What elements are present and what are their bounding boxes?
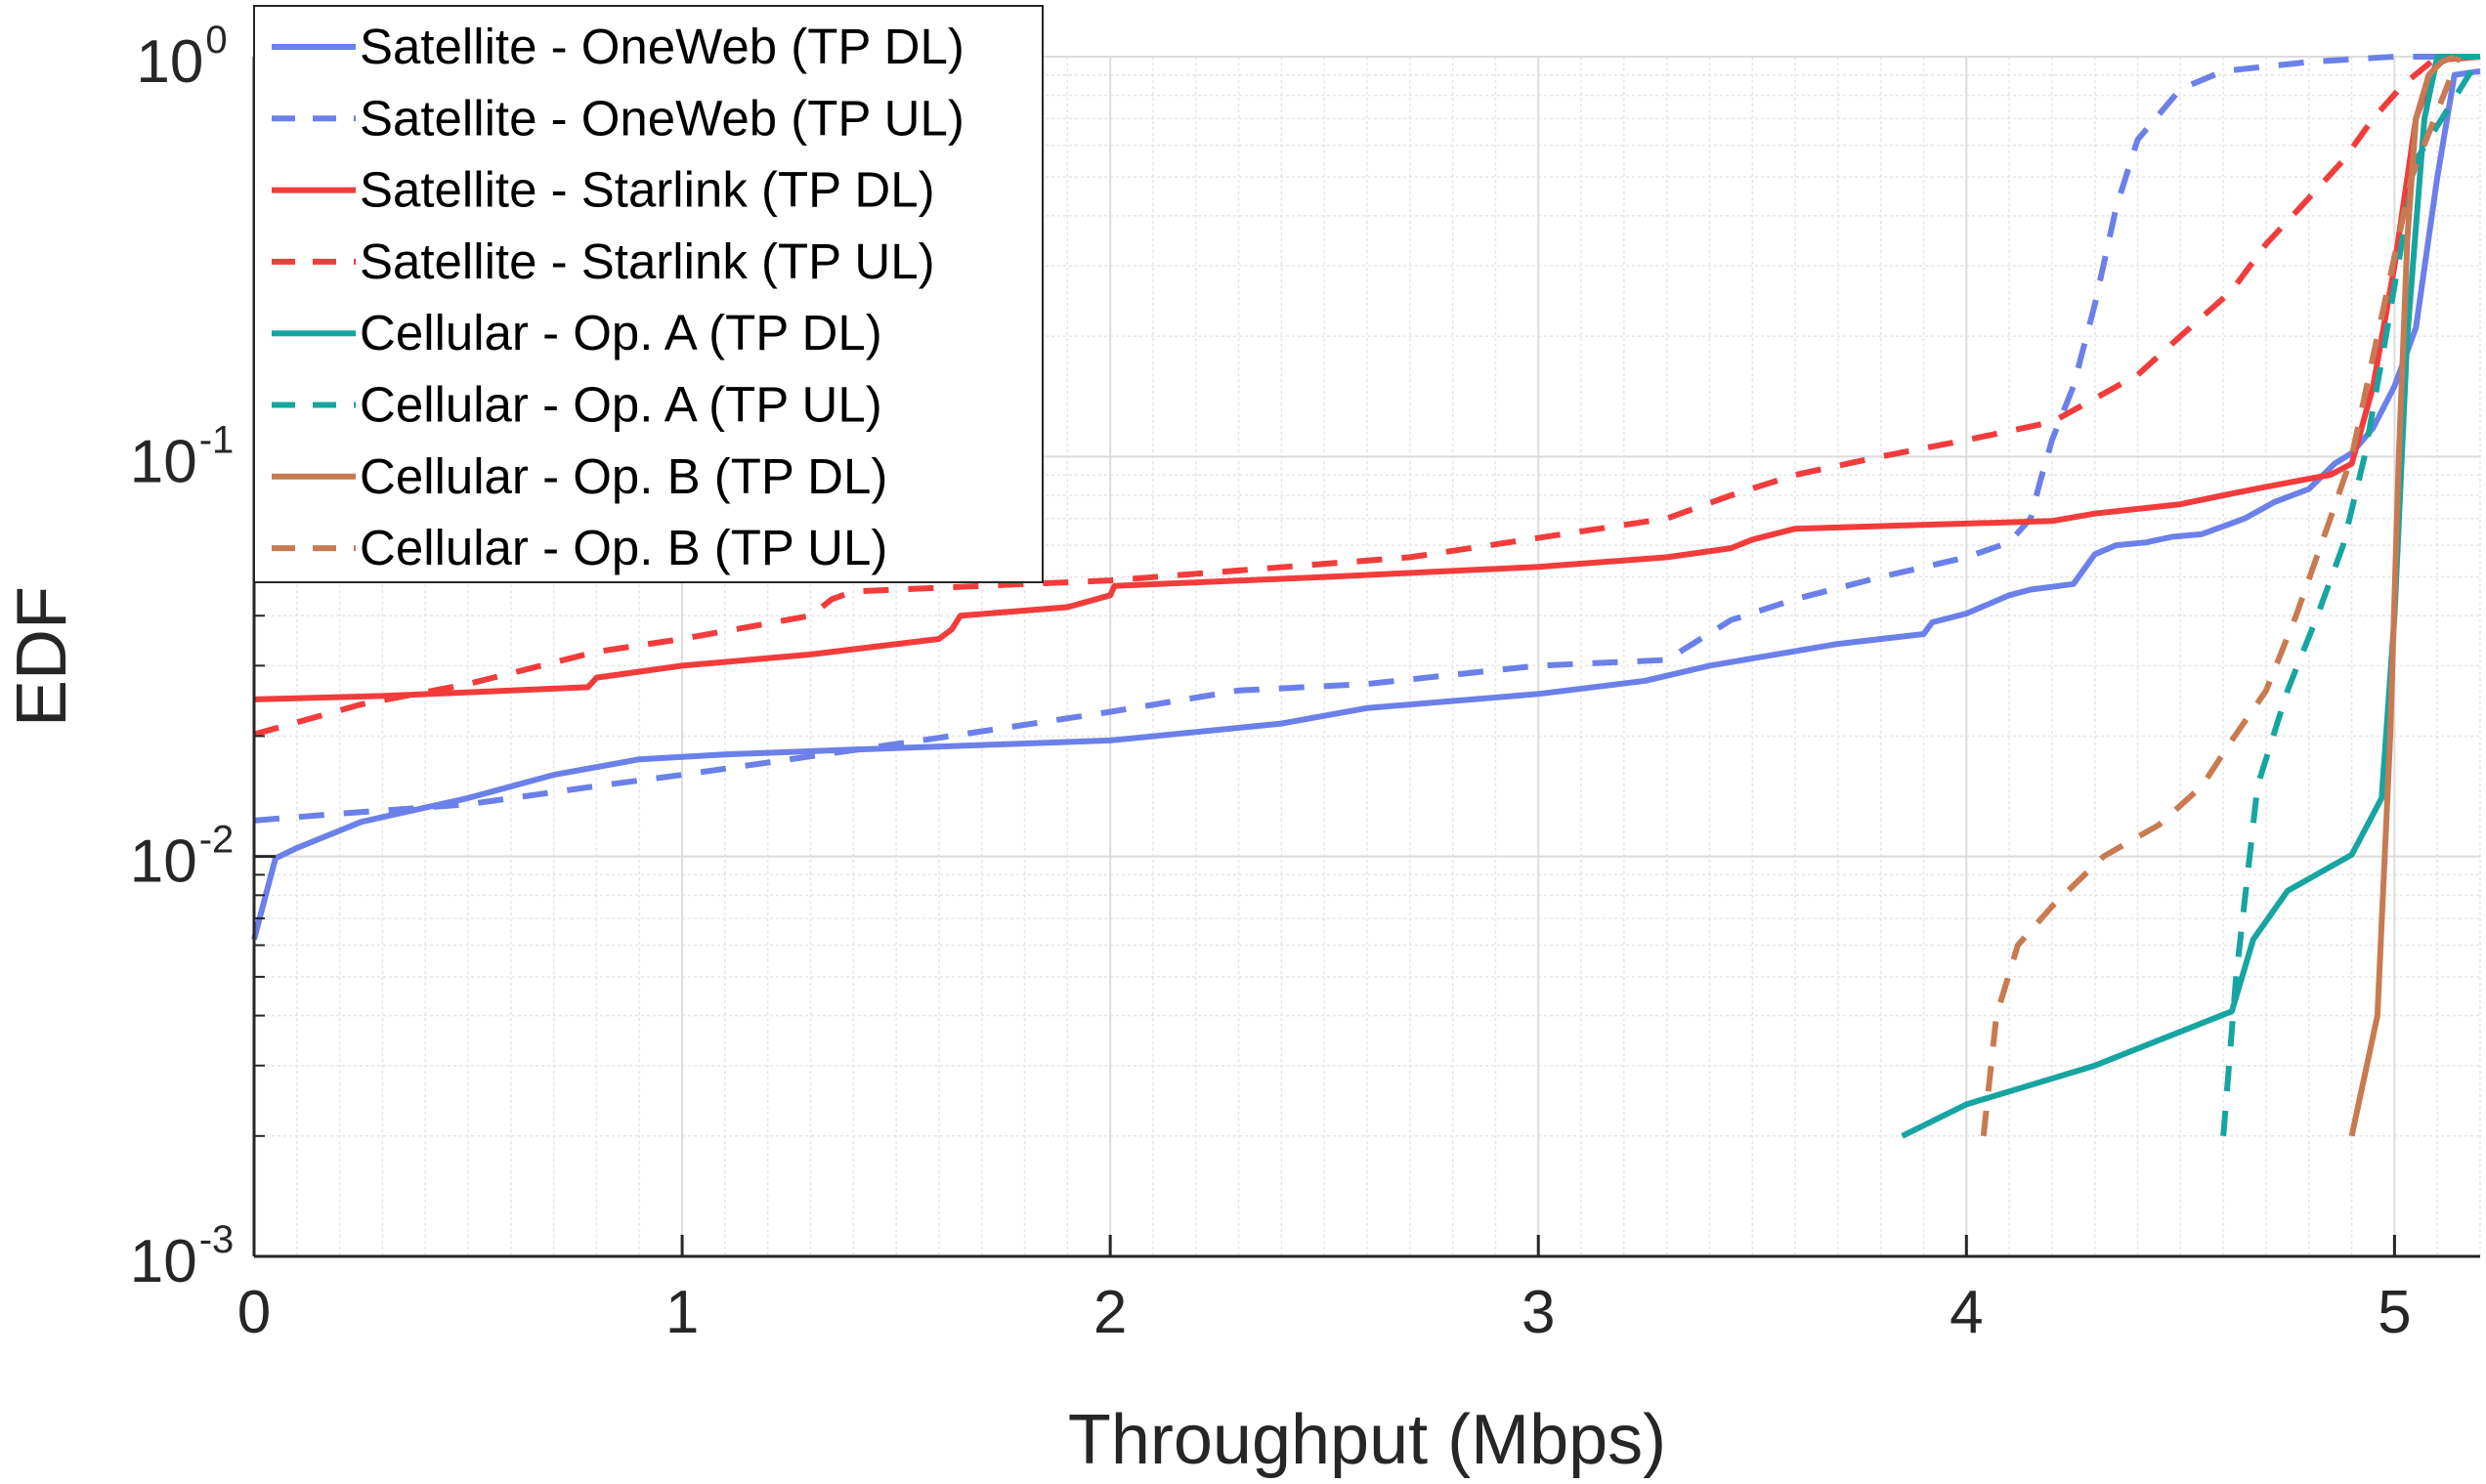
- legend: Satellite - OneWeb (TP DL) Satellite - On…: [253, 5, 1044, 583]
- series-line-4: [1901, 54, 2480, 1139]
- series-line-1: [253, 54, 2480, 824]
- x-tick-label: 4: [1950, 1279, 1983, 1346]
- y-tick-label-exponent: 0: [205, 19, 227, 62]
- legend-label-6: Cellular - Op. B (TP DL): [360, 448, 887, 504]
- legend-label-4: Cellular - Op. A (TP DL): [360, 305, 882, 360]
- x-tick-label: 2: [1093, 1279, 1127, 1346]
- legend-label-3: Satellite - Starlink (TP UL): [360, 233, 935, 289]
- x-tick-label: 0: [237, 1279, 271, 1346]
- legend-box: [253, 5, 1044, 583]
- legend-label-5: Cellular - Op. A (TP UL): [360, 377, 882, 433]
- y-tick-label: 10-3: [130, 1218, 235, 1295]
- series-line-3: [253, 54, 2480, 738]
- legend-label-1: Satellite - OneWeb (TP UL): [360, 90, 964, 146]
- y-tick-label-exponent: -3: [199, 1218, 235, 1261]
- y-tick-label-base: 10: [130, 428, 197, 495]
- y-tick-label: 10-1: [130, 418, 235, 495]
- series-line-0: [251, 67, 2481, 941]
- y-tick-label: 100: [136, 19, 227, 96]
- y-tick-label-base: 10: [130, 1228, 197, 1295]
- x-axis-title: Throughput (Mbps): [1068, 1401, 1666, 1479]
- y-tick-label-base: 10: [130, 828, 197, 896]
- series-line-5: [2220, 55, 2483, 1137]
- y-axis-title: EDF: [3, 586, 81, 727]
- series-line-7: [1980, 55, 2462, 1137]
- series-line-2: [253, 54, 2481, 702]
- series-layer: [251, 54, 2483, 1139]
- y-tick-label: 10-2: [130, 819, 235, 896]
- x-tick-label: 1: [665, 1279, 699, 1346]
- y-tick-label-exponent: -2: [199, 819, 235, 862]
- legend-label-7: Cellular - Op. B (TP UL): [360, 520, 887, 575]
- legend-label-2: Satellite - Starlink (TP DL): [360, 162, 935, 218]
- y-tick-label-base: 10: [136, 28, 203, 96]
- legend-label-0: Satellite - OneWeb (TP DL): [360, 19, 964, 74]
- series-line-6: [2348, 54, 2456, 1137]
- y-tick-label-exponent: -1: [199, 418, 235, 461]
- x-tick-label: 3: [1522, 1279, 1555, 1346]
- x-tick-label: 5: [2378, 1279, 2411, 1346]
